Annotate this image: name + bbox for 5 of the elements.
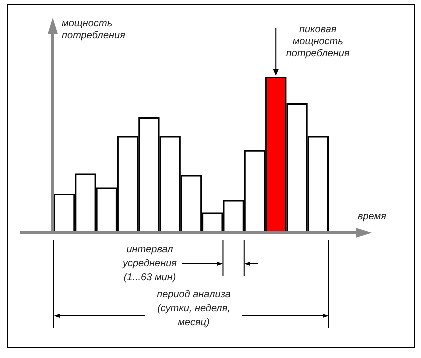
text: пиковая мощность потребления [286,24,350,60]
y-axis-title: мощность потребления [62,18,126,42]
text: период анализа (сутки, неделя, месяц) [157,290,232,328]
text: интервал усреднения (1...63 мин) [122,244,178,284]
x-axis-title: время [358,212,388,222]
